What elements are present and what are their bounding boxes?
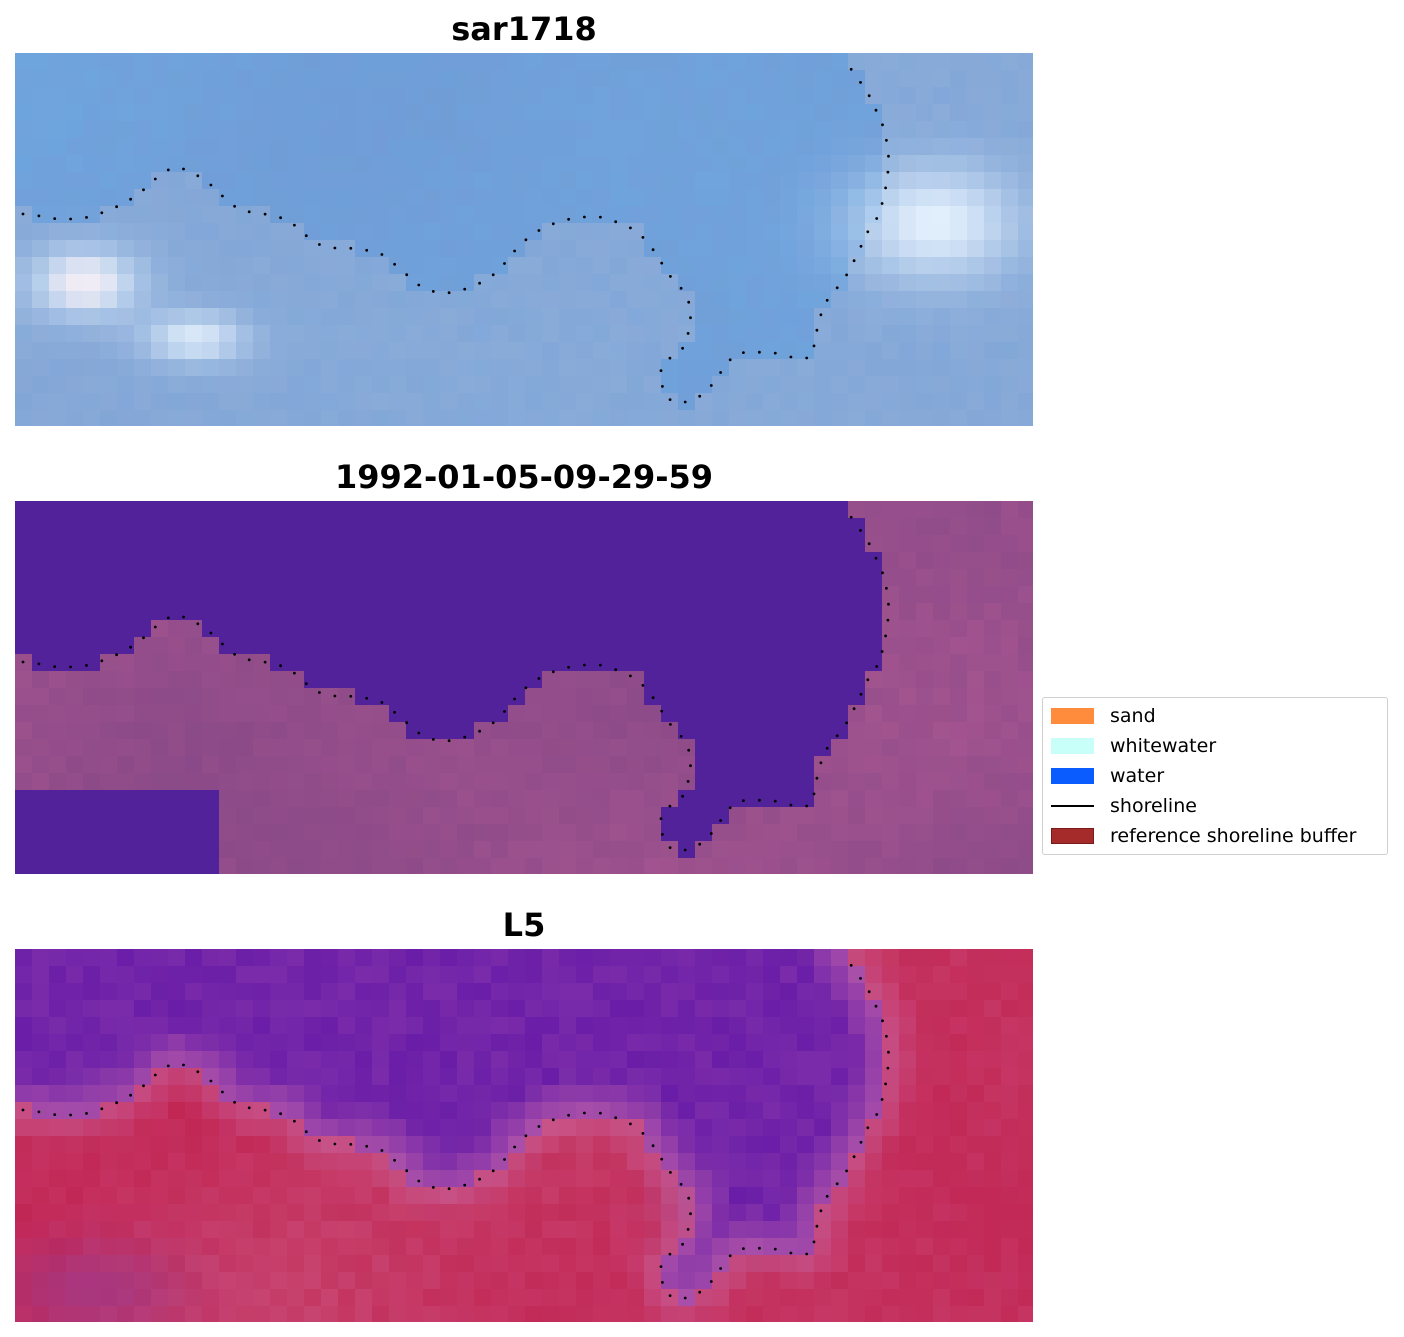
legend: sand whitewater water shoreline referenc…	[1042, 697, 1388, 855]
classification-pixels	[15, 501, 1033, 874]
panel-title-sar: sar1718	[451, 10, 597, 48]
classification-image	[15, 501, 1033, 874]
legend-item-shoreline: shoreline	[1051, 793, 1197, 819]
shoreline-dots	[21, 515, 890, 852]
legend-item-water: water	[1051, 763, 1164, 789]
l5-pixels	[15, 949, 1033, 1322]
panel-title-l5: L5	[502, 906, 546, 944]
panel-title-date: 1992-01-05-09-29-59	[334, 458, 714, 496]
shoreline-line-swatch	[1051, 805, 1094, 807]
legend-label: shoreline	[1110, 795, 1197, 817]
image-panel-classification	[15, 501, 1033, 874]
legend-item-sand: sand	[1051, 703, 1156, 729]
legend-item-whitewater: whitewater	[1051, 733, 1216, 759]
shoreline-dots	[21, 67, 890, 404]
legend-label: reference shoreline buffer	[1110, 825, 1357, 847]
sar-image	[15, 53, 1033, 426]
water-swatch	[1051, 768, 1094, 784]
image-panel-sar	[15, 53, 1033, 426]
sand-swatch	[1051, 708, 1094, 724]
sar-pixels	[15, 53, 1033, 426]
legend-label: whitewater	[1110, 735, 1217, 757]
legend-item-buffer: reference shoreline buffer	[1051, 823, 1356, 849]
shoreline-dots	[21, 963, 890, 1300]
whitewater-swatch	[1051, 738, 1094, 754]
legend-label: water	[1110, 765, 1165, 787]
legend-label: sand	[1110, 705, 1156, 727]
l5-image	[15, 949, 1033, 1322]
buffer-swatch	[1051, 828, 1094, 844]
image-panel-l5	[15, 949, 1033, 1322]
